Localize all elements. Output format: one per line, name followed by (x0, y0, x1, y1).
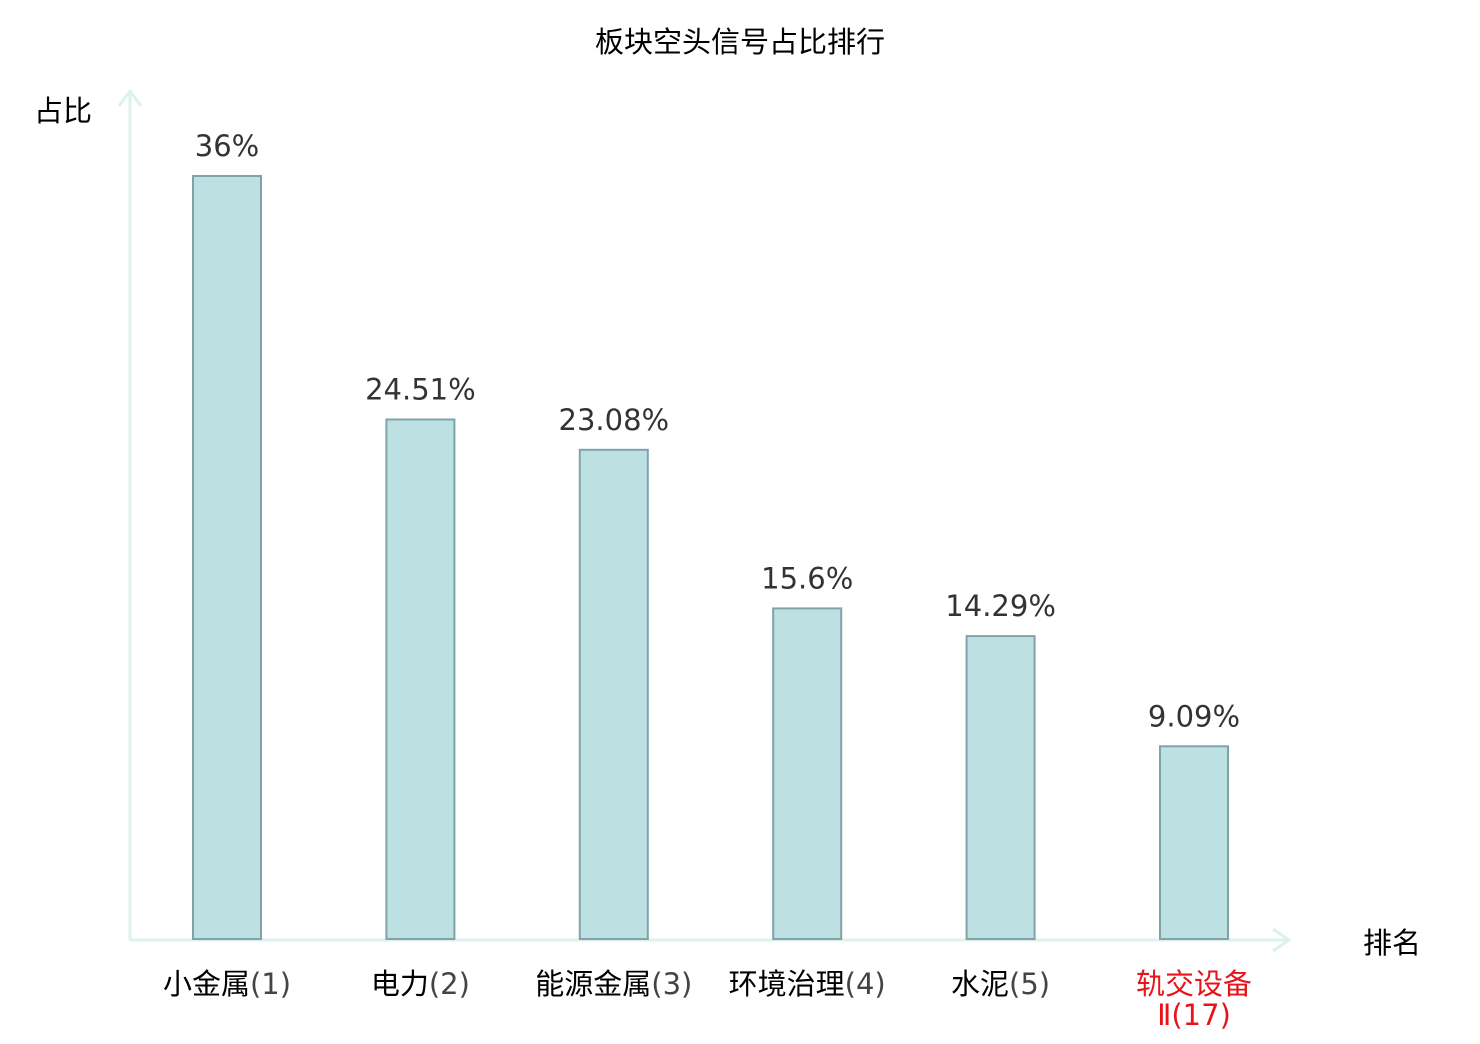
chart-title: 板块空头信号占比排行 (595, 25, 885, 59)
category-rank: Ⅱ(17) (1157, 998, 1231, 1032)
bar-value-label: 15.6% (761, 561, 853, 595)
axes (117, 88, 1292, 953)
bar (578, 448, 649, 940)
category-label: 能源金属(3) (535, 967, 692, 1001)
category-label: 小金属(1) (163, 967, 291, 1001)
bar-value-label: 36% (195, 129, 259, 163)
category-name: 小金属 (163, 967, 250, 1001)
category-label: 环境治理(4) (729, 967, 886, 1001)
bar (965, 635, 1036, 940)
bars-group (192, 175, 1229, 941)
bar (385, 418, 456, 940)
category-name: 电力 (371, 967, 429, 1001)
category-name: 能源金属 (535, 967, 651, 1001)
category-label: 水泥(5) (951, 967, 1050, 1001)
x-axis-label: 排名 (1363, 926, 1421, 960)
y-axis-arrow (117, 88, 143, 107)
category-rank: (2) (429, 967, 470, 1001)
bar-value-label: 24.51% (365, 373, 476, 407)
bar-value-label: 14.29% (945, 589, 1056, 623)
x-axis-arrow (1272, 927, 1292, 953)
category-rank: (5) (1009, 967, 1050, 1001)
value-labels-group: 36% 24.51% 23.08% 15.6% 14.29% 9.09% (195, 129, 1240, 733)
category-name: 水泥 (951, 967, 1009, 1001)
bar (1159, 745, 1229, 940)
bar (772, 607, 843, 941)
y-axis-label: 占比 (34, 94, 92, 128)
category-rank: (3) (651, 967, 692, 1001)
category-rank: (1) (250, 967, 291, 1001)
bar-value-label: 9.09% (1148, 699, 1240, 733)
category-name: 轨交设备 (1136, 967, 1252, 1001)
category-name: 环境治理 (729, 967, 845, 1001)
category-label: 电力(2) (371, 967, 470, 1001)
bar-value-label: 23.08% (559, 403, 670, 437)
bar (192, 175, 262, 940)
category-rank: (4) (845, 967, 886, 1001)
category-label: 轨交设备 (1136, 967, 1252, 1001)
